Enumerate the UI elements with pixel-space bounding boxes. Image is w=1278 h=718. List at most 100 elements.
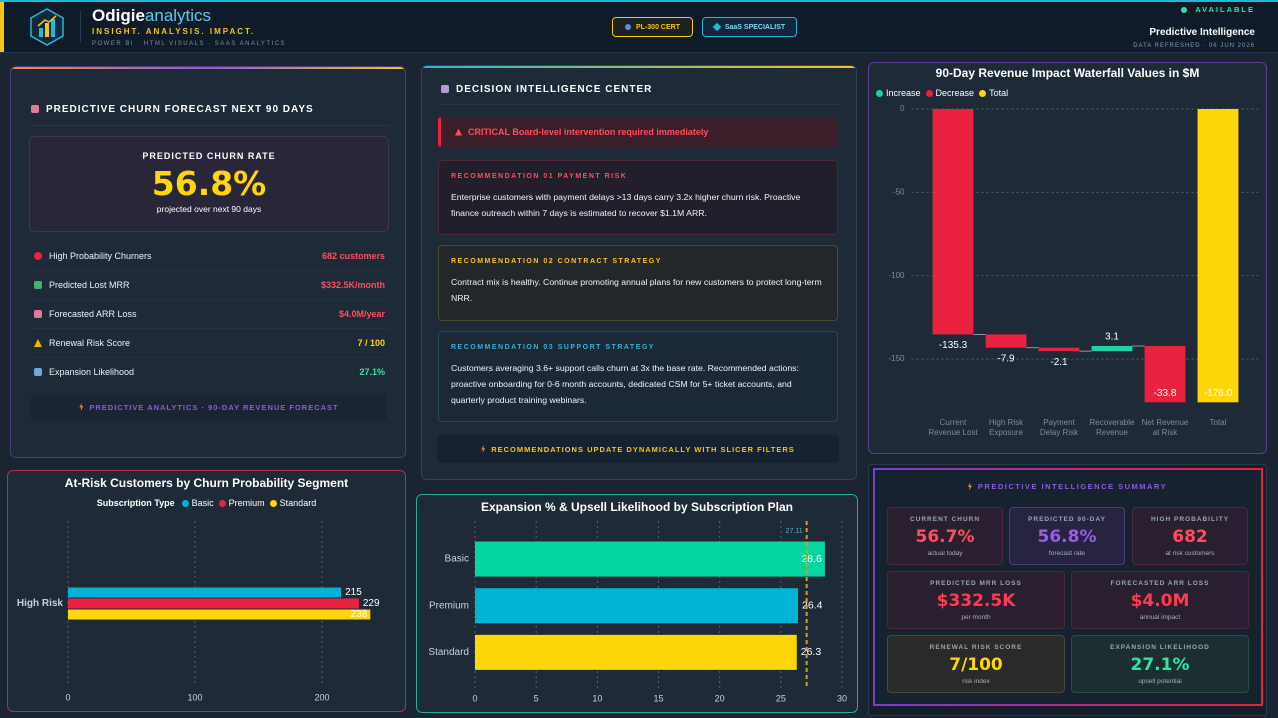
brand-name: Odigie <box>92 6 145 25</box>
x-tick-label: Payment Delay Risk <box>1039 418 1079 437</box>
bar <box>1144 346 1186 403</box>
data-label: -7.9 <box>997 353 1015 364</box>
bolt-icon <box>967 482 972 491</box>
legend-label: Standard <box>279 498 317 508</box>
bar <box>68 609 371 620</box>
x-tick-label: 30 <box>837 693 847 703</box>
y-tick-label: -100 <box>888 271 905 280</box>
bar <box>1197 109 1239 403</box>
status-text: AVAILABLE <box>1195 5 1255 14</box>
recommendation-text: Customers averaging 3.6+ support calls c… <box>451 363 799 405</box>
card-note: at risk customers <box>1165 550 1215 557</box>
row-icon <box>34 310 42 318</box>
badge-text: PL-300 CERT <box>636 23 680 31</box>
accent-stripe <box>0 2 4 52</box>
legend-swatch <box>269 499 277 507</box>
panel-title-row: PREDICTIVE CHURN FORECAST NEXT 90 DAYS <box>31 104 314 115</box>
kpi-card: FORECASTED ARR LOSS $4.0M annual impact <box>1071 571 1249 629</box>
recommendation-heading: RECOMMENDATION 01 PAYMENT RISK <box>451 173 628 180</box>
x-tick-label: 10 <box>592 693 602 703</box>
data-label: 28.6 <box>801 553 822 565</box>
kpi-card: HIGH PROBABILITY 682 at risk customers <box>1132 507 1248 565</box>
row-icon <box>34 368 42 376</box>
card-value: 56.7% <box>915 527 975 547</box>
x-tick-label: Total <box>1209 418 1227 427</box>
recommendation-text: Contract mix is healthy. Continue promot… <box>451 277 822 303</box>
header: Odigieanalytics INSIGHT. ANALYSIS. IMPAC… <box>0 0 1278 53</box>
legend-title: Subscription Type <box>96 498 175 508</box>
card-label: HIGH PROBABILITY <box>1150 516 1230 523</box>
summary-title-row: PREDICTIVE INTELLIGENCE SUMMARY <box>869 482 1266 491</box>
badge: PL-300 CERT <box>612 17 693 37</box>
metric-row: Forecasted ARR Loss $4.0M/year <box>29 300 389 329</box>
bar <box>68 587 342 598</box>
card-note: actual today <box>927 550 963 557</box>
row-label: High Probability Churners <box>49 251 152 261</box>
x-tick-label: Net Revenue at Risk <box>1141 418 1189 437</box>
panel-footer: RECOMMENDATIONS UPDATE DYNAMICALLY WITH … <box>437 435 839 463</box>
metric-row: Expansion Likelihood 27.1% <box>29 358 389 386</box>
row-value: $332.5K/month <box>320 280 385 290</box>
at-risk-panel: At-Risk Customers by Churn Probability S… <box>7 470 406 712</box>
legend-label: Basic <box>191 498 214 508</box>
card-note: per month <box>961 614 991 621</box>
row-label: Expansion Likelihood <box>49 367 135 377</box>
card-value: 27.1% <box>1130 655 1190 675</box>
card-label: FORECASTED ARR LOSS <box>1110 580 1210 587</box>
panel-footer: PREDICTIVE ANALYTICS · 90-DAY REVENUE FO… <box>31 393 387 421</box>
legend: Increase Decrease Total <box>871 88 1008 98</box>
bar <box>68 598 359 609</box>
title-icon <box>31 105 39 113</box>
badge-text: SaaS SPECIALIST <box>724 23 786 31</box>
x-tick-label: Recoverable Revenue <box>1089 418 1135 437</box>
card-note: forecast rate <box>1048 550 1086 557</box>
kpi-note: projected over next 90 days <box>156 204 262 214</box>
card-value: 56.8% <box>1037 527 1097 547</box>
data-label: 26.3 <box>801 646 822 658</box>
bar <box>1091 346 1133 352</box>
bar <box>985 334 1027 348</box>
legend-swatch <box>876 89 883 97</box>
data-label: -2.1 <box>1050 357 1068 368</box>
churn-panel: PREDICTIVE CHURN FORECAST NEXT 90 DAYS P… <box>10 66 406 458</box>
waterfall-panel: 90-Day Revenue Impact Waterfall Values i… <box>868 62 1267 454</box>
recommendation: RECOMMENDATION 01 PAYMENT RISK Enterprise… <box>438 160 838 235</box>
divider <box>438 104 840 105</box>
kpi-label: PREDICTED CHURN RATE <box>142 151 276 161</box>
legend-swatch <box>979 89 987 97</box>
status-dot <box>1181 6 1188 13</box>
subline: POWER BI · HTML VISUALS · SAAS ANALYTICS <box>92 41 287 47</box>
bar <box>475 634 797 670</box>
tagline: INSIGHT. ANALYSIS. IMPACT. <box>92 27 256 36</box>
divider <box>29 125 389 126</box>
card-value: $4.0M <box>1130 591 1190 611</box>
footer-text: RECOMMENDATIONS UPDATE DYNAMICALLY WITH … <box>491 444 795 454</box>
row-value: 27.1% <box>359 367 385 377</box>
reference-label: 27.11 <box>786 528 803 535</box>
kpi-card: EXPANSION LIKELIHOOD 27.1% upsell potentia… <box>1071 635 1249 693</box>
footer-text: PREDICTIVE ANALYTICS · 90-DAY REVENUE FO… <box>89 402 339 412</box>
bolt-icon <box>79 403 84 411</box>
chart-title: At-Risk Customers by Churn Probability S… <box>64 476 349 490</box>
bar <box>1038 347 1080 352</box>
card-label: PREDICTED 90-DAY <box>1028 516 1106 523</box>
badge-dot <box>625 24 632 30</box>
refreshed: DATA REFRESHED · 06 JUN 2026 <box>1133 43 1255 49</box>
y-tick-label: Premium <box>429 600 469 611</box>
card-value: $332.5K <box>936 591 1016 611</box>
legend-swatch <box>218 499 226 507</box>
card-label: CURRENT CHURN <box>909 516 981 523</box>
legend-label: Decrease <box>935 88 975 98</box>
data-label: 3.1 <box>1105 332 1119 343</box>
recommendation: RECOMMENDATION 03 SUPPORT STRATEGY Custom… <box>438 331 838 422</box>
brand: Odigieanalytics <box>92 6 211 26</box>
y-tick-label: Basic <box>445 554 469 565</box>
card-value: 682 <box>1172 527 1208 547</box>
row-label: Renewal Risk Score <box>49 338 131 348</box>
summary-panel: PREDICTIVE INTELLIGENCE SUMMARY CURRENT … <box>868 464 1267 716</box>
x-tick-label: 0 <box>65 692 70 702</box>
row-value: $4.0M/year <box>338 309 385 319</box>
panel-title-row: DECISION INTELLIGENCE CENTER <box>441 84 652 95</box>
header-title: Predictive Intelligence <box>1149 27 1255 38</box>
